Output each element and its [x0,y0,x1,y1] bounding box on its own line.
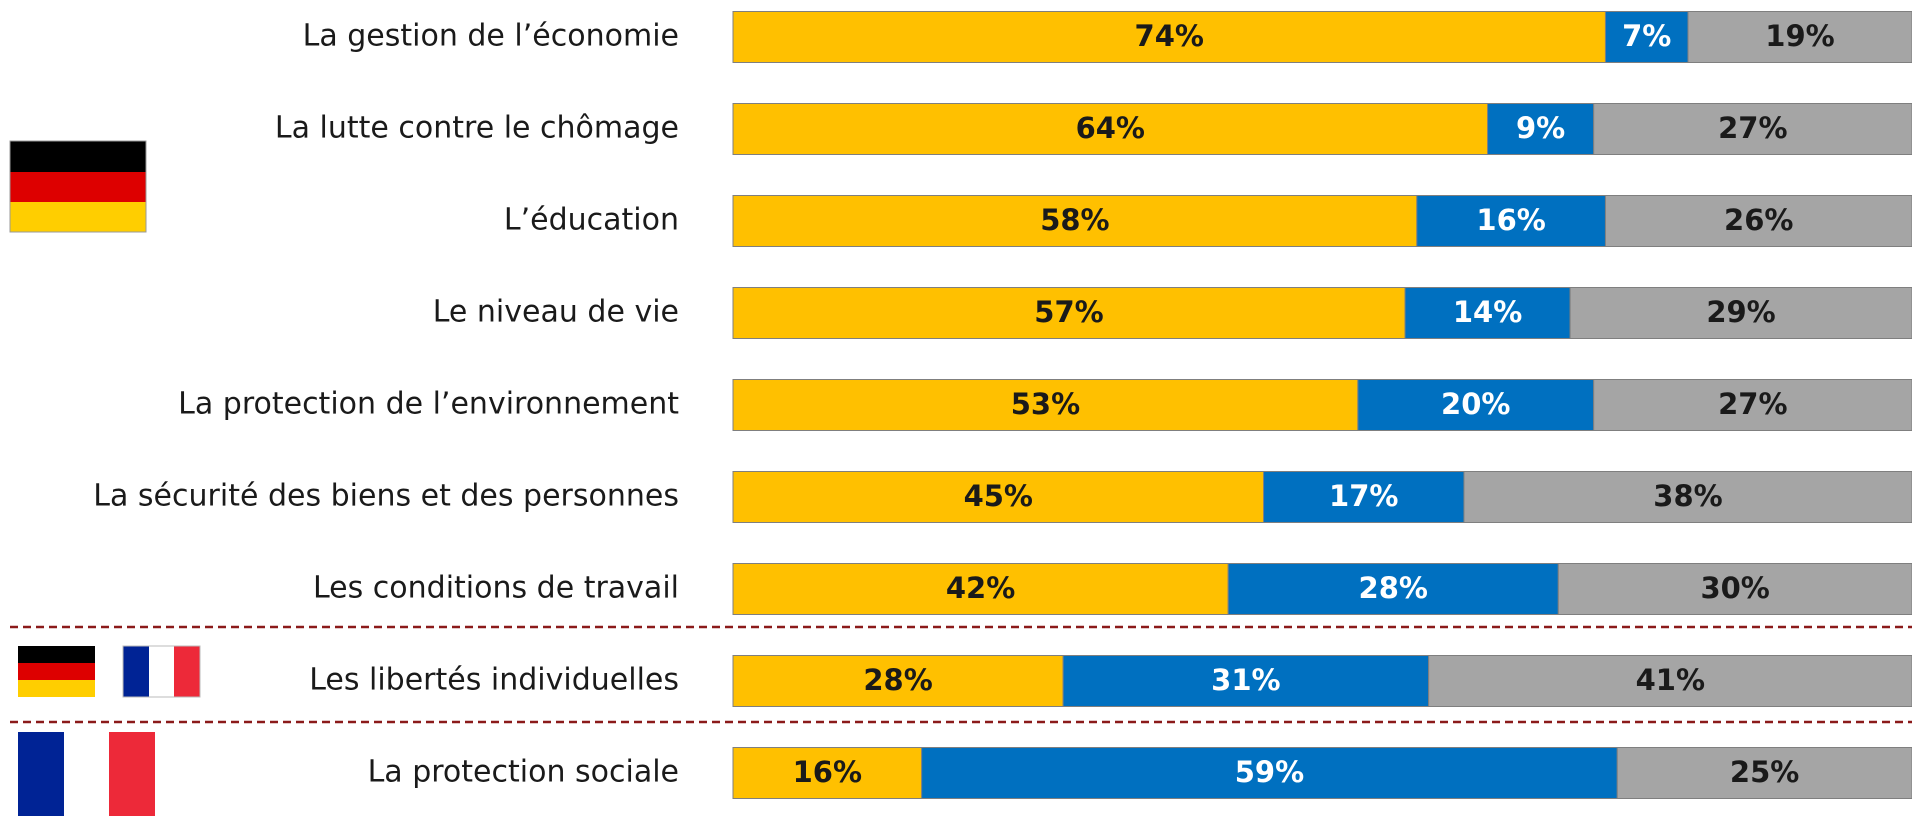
bar-segment [1263,471,1465,523]
bar-segment [1569,287,1912,339]
value-label: 28% [1359,571,1428,605]
value-label: 31% [1211,663,1280,697]
category-label: Les conditions de travail [313,571,679,606]
value-label: 16% [1476,203,1545,237]
value-label: 16% [793,755,862,789]
value-label: 45% [964,479,1033,513]
bar-segment [1687,11,1912,63]
value-label: 17% [1329,479,1398,513]
category-label: L’éducation [504,203,679,238]
value-label: 57% [1034,295,1103,329]
category-label: Le niveau de vie [433,295,679,330]
bar-segment [1416,195,1606,247]
value-label: 20% [1441,387,1510,421]
bar-segment [1616,747,1912,799]
bar-segment [1593,379,1912,431]
bar-segment [1463,471,1912,523]
value-label: 58% [1040,203,1109,237]
value-label: 27% [1718,111,1787,145]
bar-segment [732,103,1489,155]
category-label: Les libertés individuelles [309,663,679,698]
value-label: 53% [1011,387,1080,421]
bar-segment [1428,655,1912,707]
bar-segment [1357,379,1595,431]
value-label: 64% [1076,111,1145,145]
bar-segment [732,287,1406,339]
flag-germany [9,140,147,233]
bar-segment [1604,11,1689,63]
bar-segment [921,747,1618,799]
category-label: La gestion de l’économie [303,19,679,54]
value-label: 7% [1622,19,1671,53]
bar-segment [732,747,923,799]
value-label: 42% [946,571,1015,605]
value-label: 59% [1235,755,1304,789]
bar-segment [1593,103,1912,155]
bar-segment [1062,655,1430,707]
category-label: La sécurité des biens et des personnes [93,479,679,514]
value-label: 9% [1516,111,1565,145]
value-label: 28% [863,663,932,697]
value-label: 27% [1718,387,1787,421]
bar-segment [732,11,1606,63]
category-label: La lutte contre le chômage [275,111,679,146]
bar-segment [732,563,1229,615]
value-label: 19% [1765,19,1834,53]
category-label: La protection de l’environnement [178,387,679,422]
value-label: 41% [1636,663,1705,697]
bar-segment [732,379,1359,431]
value-label: 38% [1653,479,1722,513]
flag-france-small [122,645,201,698]
bar-segment [1604,195,1912,247]
flag-france [18,732,155,816]
bar-segment [1557,563,1912,615]
value-label: 14% [1453,295,1522,329]
bar-segment [732,655,1064,707]
value-label: 25% [1730,755,1799,789]
value-label: 74% [1135,19,1204,53]
category-label: La protection sociale [368,755,679,790]
value-label: 29% [1706,295,1775,329]
flag-germany-small [18,646,95,697]
bar-segment [732,471,1265,523]
bar-segment [1227,563,1559,615]
value-label: 26% [1724,203,1793,237]
value-label: 30% [1700,571,1769,605]
bar-segment [1487,103,1595,155]
bar-segment [732,195,1418,247]
